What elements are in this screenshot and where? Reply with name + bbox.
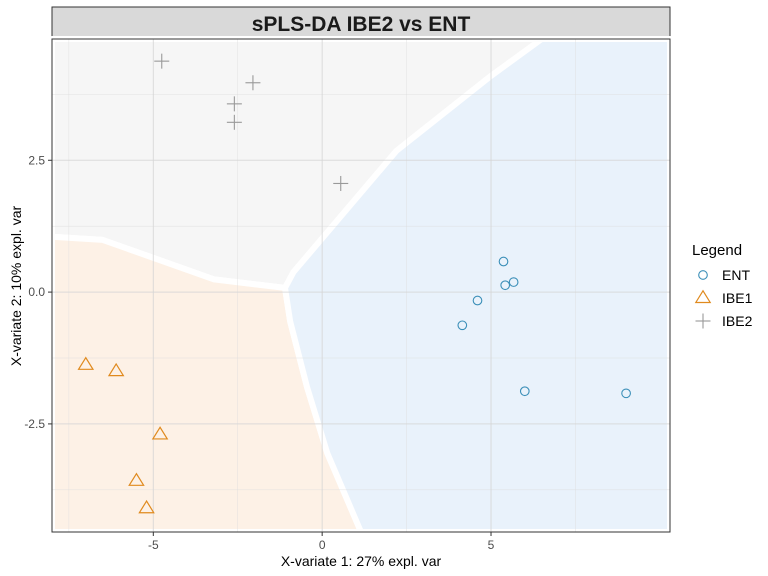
point-ent xyxy=(457,320,468,331)
point-ibe1 xyxy=(107,362,125,377)
point-ent xyxy=(621,388,631,399)
y-axis-title: X-variate 2: 10% expl. var xyxy=(8,206,24,367)
title-strip: sPLS-DA IBE2 vs ENT xyxy=(51,6,671,40)
point-ent xyxy=(472,295,483,306)
x-tick-label: -5 xyxy=(148,538,159,552)
region-layer xyxy=(49,36,673,535)
panel-border xyxy=(51,38,671,533)
points-layer xyxy=(77,53,631,514)
point-ent xyxy=(519,386,530,397)
x-axis-title: X-variate 1: 27% expl. var xyxy=(281,553,442,569)
legend-key-ibe2 xyxy=(695,313,711,329)
point-ent xyxy=(508,277,519,287)
legend-key-ibe1 xyxy=(694,289,712,304)
legend-label-ent: ENT xyxy=(722,267,750,283)
point-ibe2 xyxy=(154,53,170,69)
legend-key-ent xyxy=(698,270,708,280)
chart-title: sPLS-DA IBE2 vs ENT xyxy=(252,13,471,36)
legend: Legend ENT IBE1 IBE2 xyxy=(692,242,753,329)
x-tick-label: 0 xyxy=(319,538,326,552)
point-ent xyxy=(498,256,509,267)
x-tick-label: 5 xyxy=(488,538,495,552)
legend-label-ibe2: IBE2 xyxy=(722,313,753,329)
y-axis: -2.5 0.0 2.5 xyxy=(24,153,52,431)
point-ibe1 xyxy=(151,426,169,440)
legend-items: ENT IBE1 IBE2 xyxy=(694,267,753,329)
x-axis: -5 0 5 xyxy=(148,532,495,552)
point-ibe2 xyxy=(226,114,242,130)
point-ibe2 xyxy=(226,96,242,112)
grid-layer xyxy=(52,39,670,532)
point-ibe1 xyxy=(77,356,95,370)
legend-label-ibe1: IBE1 xyxy=(722,290,753,306)
point-ibe2 xyxy=(333,175,349,191)
point-ent xyxy=(500,280,511,291)
y-tick-label: -2.5 xyxy=(24,417,45,431)
point-ibe2 xyxy=(245,75,261,91)
legend-title: Legend xyxy=(692,242,742,259)
y-tick-label: 0.0 xyxy=(28,285,45,299)
point-ibe1 xyxy=(128,472,145,486)
y-tick-label: 2.5 xyxy=(28,153,45,167)
plot-panel xyxy=(49,36,673,535)
title-strip-bg xyxy=(51,6,671,40)
point-ibe1 xyxy=(138,499,155,514)
